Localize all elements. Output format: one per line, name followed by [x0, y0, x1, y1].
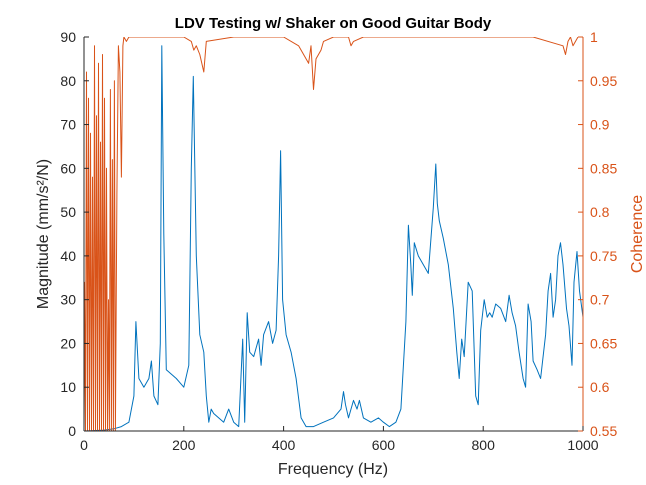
y-right-tick-label: 0.95 — [590, 73, 617, 89]
chart-title: LDV Testing w/ Shaker on Good Guitar Bod… — [175, 15, 492, 32]
y-right-tick-label: 0.65 — [590, 335, 617, 351]
y-left-tick-label: 0 — [68, 423, 76, 439]
y-left-tick-label: 40 — [60, 248, 76, 264]
y-left-tick-label: 50 — [60, 204, 76, 220]
y-right-tick-label: 0.75 — [590, 248, 617, 264]
y-right-tick-label: 0.55 — [590, 423, 617, 439]
x-tick-label: 1000 — [567, 437, 598, 453]
x-axis-title: Frequency (Hz) — [278, 461, 388, 478]
y-left-tick-label: 20 — [60, 335, 76, 351]
y-left-tick-label: 90 — [60, 29, 76, 45]
y-right-tick-label: 0.9 — [590, 117, 610, 133]
y-axis-left-title: Magnitude (mm/s²/N) — [35, 159, 52, 309]
y-left-tick-label: 80 — [60, 73, 76, 89]
y-left-tick-label: 10 — [60, 379, 76, 395]
y-left-tick-label: 30 — [60, 292, 76, 308]
y-right-tick-label: 0.8 — [590, 204, 610, 220]
x-tick-label: 600 — [372, 437, 396, 453]
y-right-tick-label: 0.7 — [590, 292, 610, 308]
y-left-tick-label: 70 — [60, 117, 76, 133]
coherence-series-line — [84, 37, 583, 431]
x-tick-label: 0 — [80, 437, 88, 453]
y-right-tick-label: 0.85 — [590, 160, 617, 176]
plot-area: 0 200 400 600 800 1000 0 10 20 30 40 50 60 70 80 90 0.55… — [60, 29, 617, 453]
y-axis-right-title: Coherence — [629, 195, 646, 273]
x-tick-label: 400 — [272, 437, 296, 453]
y-right-tick-label: 0.6 — [590, 379, 610, 395]
magnitude-series-line — [84, 45, 583, 431]
y-right-tick-label: 1 — [590, 29, 598, 45]
y-left-tick-label: 60 — [60, 160, 76, 176]
x-tick-label: 800 — [472, 437, 496, 453]
x-tick-label: 200 — [172, 437, 196, 453]
